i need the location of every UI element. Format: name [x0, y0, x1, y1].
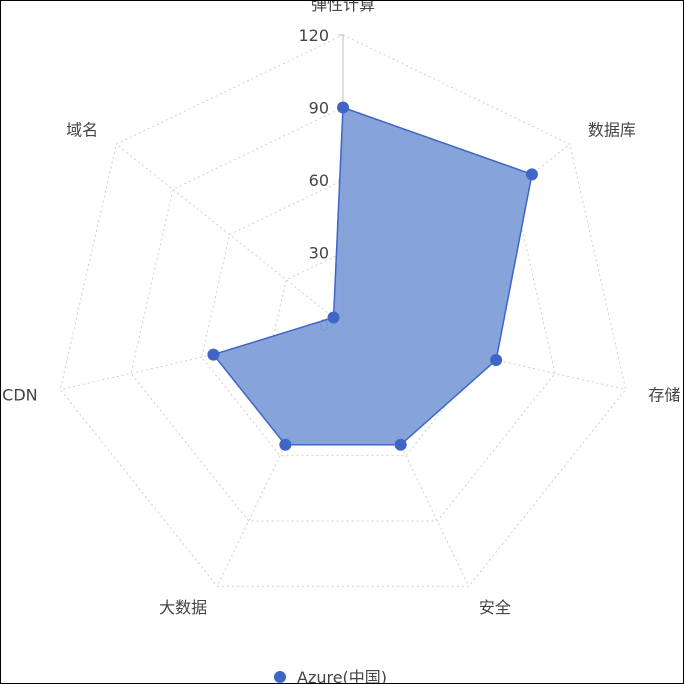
- series-area: [212, 106, 533, 446]
- tick-label: 120: [298, 26, 329, 45]
- grid-spoke: [115, 143, 344, 326]
- legend-label: Azure(中国): [297, 668, 387, 683]
- legend-marker: [274, 671, 286, 683]
- data-point-3: [490, 353, 503, 366]
- data-point-4: [394, 438, 407, 451]
- grid-ring: [59, 34, 627, 587]
- data-point-5: [279, 438, 292, 451]
- grid-spoke: [216, 324, 344, 587]
- indicator-label: CDN: [2, 386, 37, 405]
- indicator-label: 存储: [648, 386, 680, 405]
- grid-spoke: [342, 324, 470, 587]
- data-point-7: [327, 311, 340, 324]
- indicator-label: 安全: [479, 598, 511, 617]
- tick-label: 60: [309, 171, 329, 190]
- data-point-2: [525, 168, 538, 181]
- grid-spoke: [342, 324, 626, 391]
- data-point-6: [207, 348, 220, 361]
- tick-label: 90: [309, 99, 329, 118]
- indicator-label: 大数据: [159, 598, 207, 617]
- grid-spoke: [60, 324, 344, 391]
- tick-label: 30: [309, 244, 329, 263]
- indicator-label: 数据库: [588, 121, 636, 140]
- indicator-label: 弹性计算: [311, 1, 375, 14]
- data-point-1: [337, 101, 349, 114]
- indicator-label: 域名: [66, 121, 98, 140]
